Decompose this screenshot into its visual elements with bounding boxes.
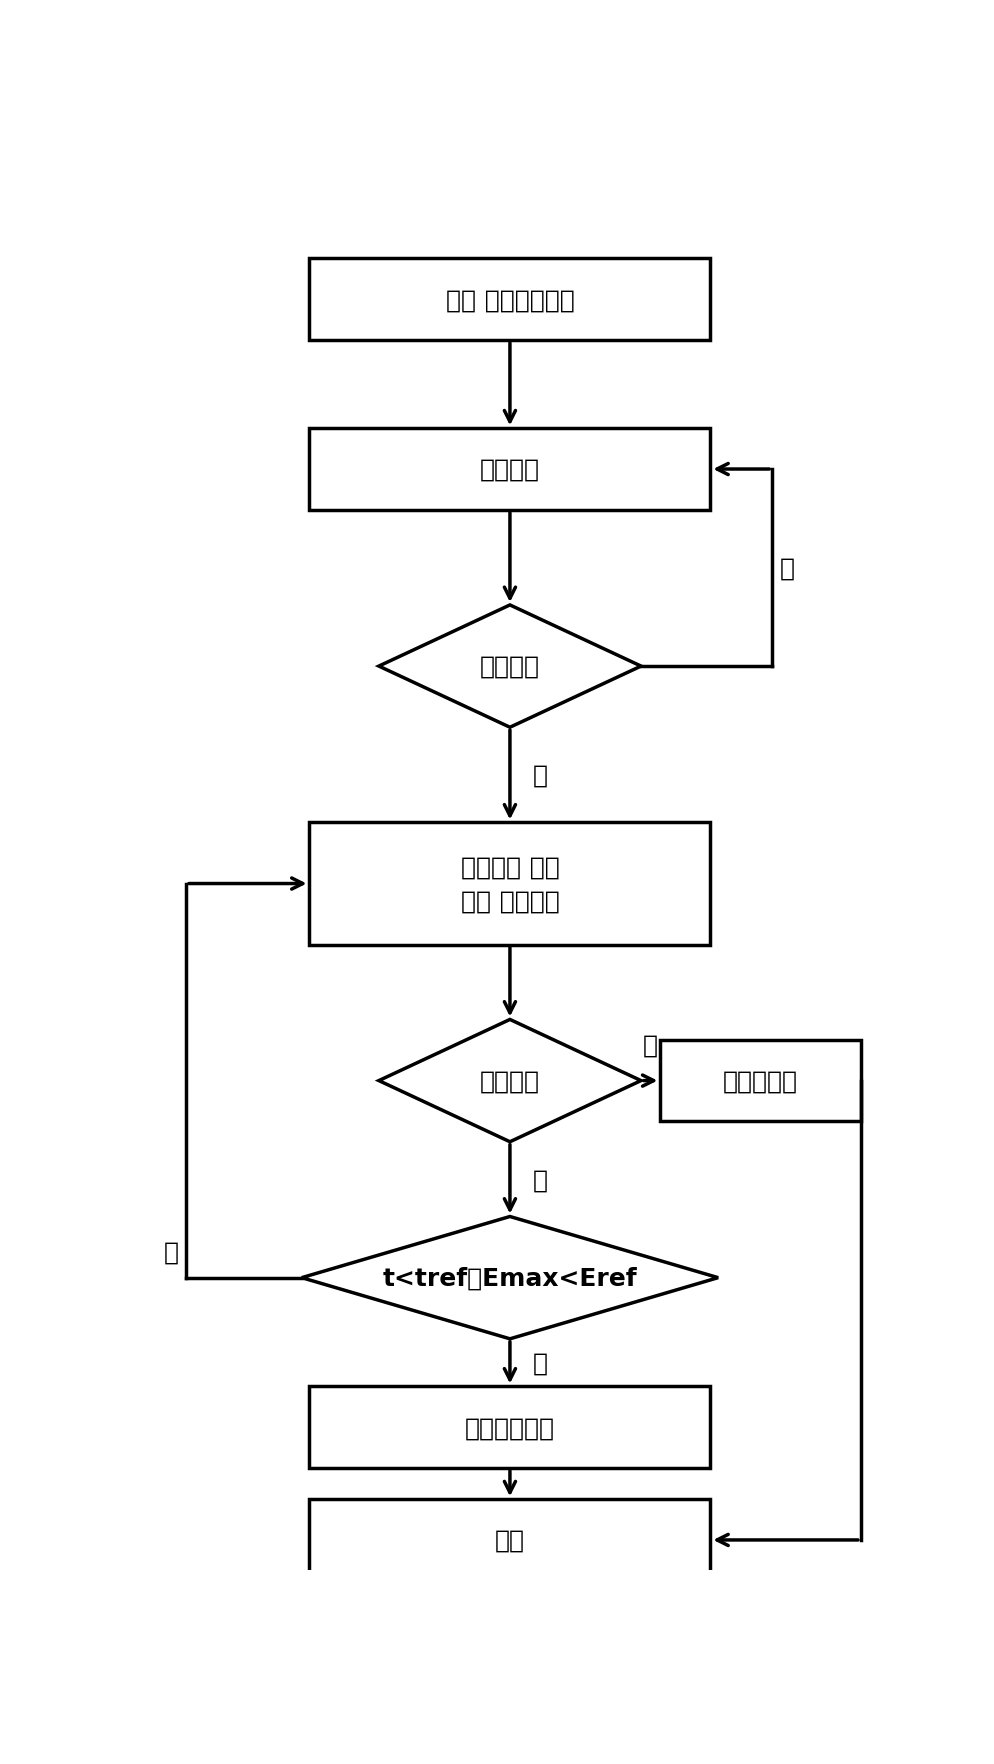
FancyBboxPatch shape: [660, 1041, 860, 1122]
Text: 导通主支路: 导通主支路: [723, 1069, 797, 1094]
Polygon shape: [379, 1020, 640, 1141]
Text: 开始 设定参考电流: 开始 设定参考电流: [445, 288, 574, 312]
Text: 否: 否: [533, 1168, 548, 1191]
Text: 断开转移支路: 断开转移支路: [464, 1415, 555, 1439]
Text: t<tref且Emax<Eref: t<tref且Emax<Eref: [383, 1267, 636, 1289]
FancyBboxPatch shape: [309, 259, 710, 340]
Polygon shape: [301, 1217, 718, 1339]
Text: 故障检测: 故障检测: [479, 459, 540, 482]
Text: 是: 是: [533, 764, 548, 787]
Text: 是: 是: [642, 1032, 657, 1057]
Text: 否: 否: [533, 1351, 548, 1374]
FancyBboxPatch shape: [309, 429, 710, 510]
Text: 故障清除: 故障清除: [479, 1069, 540, 1094]
FancyBboxPatch shape: [309, 1387, 710, 1468]
Text: 否: 否: [779, 556, 794, 580]
Polygon shape: [379, 605, 640, 729]
FancyBboxPatch shape: [309, 822, 710, 946]
Text: 是: 是: [163, 1240, 178, 1265]
Text: 限流控制 记录
时间 检测能量: 限流控制 记录 时间 检测能量: [460, 856, 559, 912]
Text: 故障发生: 故障发生: [479, 654, 540, 679]
Text: 结束: 结束: [494, 1528, 525, 1552]
FancyBboxPatch shape: [309, 1499, 710, 1581]
